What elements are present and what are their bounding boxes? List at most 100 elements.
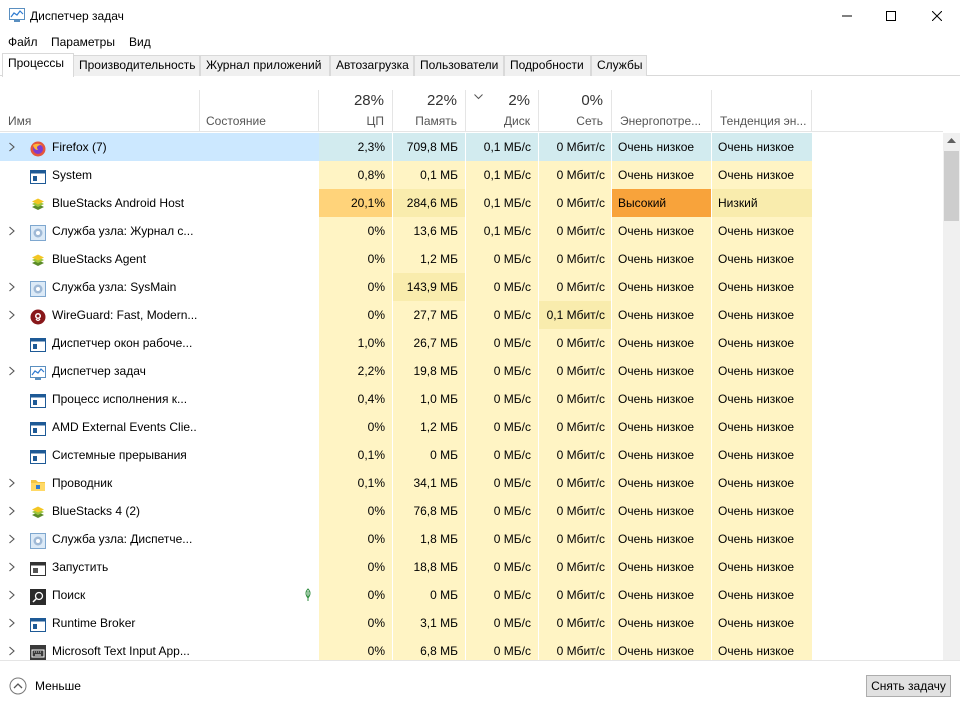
- process-row[interactable]: Процесс исполнения к... 0,4% 1,0 МБ 0 МБ/с 0…: [0, 385, 812, 413]
- process-name: WireGuard: Fast, Modern...: [52, 308, 197, 322]
- process-name-cell[interactable]: Runtime Broker: [0, 609, 200, 637]
- expand-chevron-icon[interactable]: [8, 562, 16, 572]
- disk-cell: 0 МБ/с: [466, 609, 539, 637]
- process-row[interactable]: WireGuard: Fast, Modern... 0% 27,7 МБ 0 МБ/…: [0, 301, 812, 329]
- column-header: Имя Состояние 28% ЦП 22% Память 2% Диск …: [0, 90, 943, 132]
- process-name-cell[interactable]: Процесс исполнения к...: [0, 385, 200, 413]
- col-power[interactable]: Энергопотре...: [612, 90, 712, 132]
- process-name-cell[interactable]: Запустить: [0, 553, 200, 581]
- disk-cell: 0 МБ/с: [466, 637, 539, 660]
- col-name[interactable]: Имя: [0, 90, 200, 132]
- tab-users[interactable]: Пользователи: [414, 55, 504, 76]
- process-name-cell[interactable]: Служба узла: Журнал с...: [0, 217, 200, 245]
- disk-cell: 0,1 МБ/с: [466, 217, 539, 245]
- tab-bar: Процессы Производительность Журнал прило…: [0, 52, 960, 77]
- process-row[interactable]: BlueStacks 4 (2) 0% 76,8 МБ 0 МБ/с 0 Мбит/с О…: [0, 497, 812, 525]
- scroll-up-icon[interactable]: [947, 138, 956, 144]
- process-state-cell: [200, 413, 319, 441]
- process-name-cell[interactable]: BlueStacks 4 (2): [0, 497, 200, 525]
- process-name-cell[interactable]: Microsoft Text Input App...: [0, 637, 200, 660]
- expand-chevron-icon[interactable]: [8, 366, 16, 376]
- expand-chevron-icon[interactable]: [8, 226, 16, 236]
- process-state-cell: [200, 637, 319, 660]
- expand-chevron-icon[interactable]: [8, 142, 16, 152]
- process-name-cell[interactable]: Служба узла: SysMain: [0, 273, 200, 301]
- disk-cell: 0 МБ/с: [466, 245, 539, 273]
- tab-app-history[interactable]: Журнал приложений: [200, 55, 330, 76]
- process-row[interactable]: AMD External Events Clie... 0% 1,2 МБ 0 МБ/…: [0, 413, 812, 441]
- power-trend-cell: Очень низкое: [712, 525, 812, 553]
- expand-chevron-icon[interactable]: [8, 534, 16, 544]
- network-cell: 0 Мбит/с: [539, 189, 612, 217]
- process-row[interactable]: Служба узла: Журнал с... 0% 13,6 МБ 0,1 МБ/…: [0, 217, 812, 245]
- disk-cell: 0 МБ/с: [466, 441, 539, 469]
- process-row[interactable]: Служба узла: Диспетче... 0% 1,8 МБ 0 МБ/с 0 …: [0, 525, 812, 553]
- menu-options[interactable]: Параметры: [51, 35, 115, 49]
- network-cell: 0 Мбит/с: [539, 133, 612, 161]
- process-name-cell[interactable]: Диспетчер окон рабоче...: [0, 329, 200, 357]
- disk-cell: 0,1 МБ/с: [466, 161, 539, 189]
- col-disk[interactable]: 2% Диск: [466, 90, 539, 132]
- window-icon: [30, 167, 46, 184]
- end-task-button[interactable]: Снять задачу: [866, 675, 951, 697]
- process-row[interactable]: Поиск 0% 0 МБ 0 МБ/с 0 Мбит/с Очень низкое Оче…: [0, 581, 812, 609]
- tab-details[interactable]: Подробности: [504, 55, 591, 76]
- col-memory[interactable]: 22% Память: [393, 90, 466, 132]
- process-name-cell[interactable]: BlueStacks Agent: [0, 245, 200, 273]
- disk-cell: 0 МБ/с: [466, 273, 539, 301]
- process-name-cell[interactable]: System: [0, 161, 200, 189]
- close-button[interactable]: [914, 0, 960, 31]
- process-name-cell[interactable]: AMD External Events Clie...: [0, 413, 200, 441]
- process-row[interactable]: Firefox (7) 2,3% 709,8 МБ 0,1 МБ/с 0 Мбит/с О…: [0, 133, 812, 161]
- maximize-button[interactable]: [868, 0, 914, 31]
- minimize-button[interactable]: [824, 0, 870, 31]
- process-name-cell[interactable]: Проводник: [0, 469, 200, 497]
- process-state-cell: [200, 525, 319, 553]
- process-row[interactable]: Runtime Broker 0% 3,1 МБ 0 МБ/с 0 Мбит/с Очен…: [0, 609, 812, 637]
- close-icon: [932, 10, 942, 21]
- process-row[interactable]: Служба узла: SysMain 0% 143,9 МБ 0 МБ/с 0 Мб…: [0, 273, 812, 301]
- process-row[interactable]: BlueStacks Agent 0% 1,2 МБ 0 МБ/с 0 Мбит/с Оч…: [0, 245, 812, 273]
- process-row[interactable]: System 0,8% 0,1 МБ 0,1 МБ/с 0 Мбит/с Очень ни…: [0, 161, 812, 189]
- process-list: Firefox (7) 2,3% 709,8 МБ 0,1 МБ/с 0 Мбит/с О…: [0, 133, 943, 660]
- process-row[interactable]: Системные прерывания 0,1% 0 МБ 0 МБ/с 0 Мбит…: [0, 441, 812, 469]
- menu-view[interactable]: Вид: [129, 35, 151, 49]
- bluestacks-icon: [30, 195, 46, 211]
- fewer-details-button[interactable]: Меньше: [9, 677, 81, 695]
- process-row[interactable]: Проводник 0,1% 34,1 МБ 0 МБ/с 0 Мбит/с Очень …: [0, 469, 812, 497]
- col-power-trend[interactable]: Тенденция эн...: [712, 90, 812, 132]
- process-row[interactable]: Microsoft Text Input App... 0% 6,8 МБ 0 МБ/…: [0, 637, 812, 660]
- process-row[interactable]: Диспетчер окон рабоче... 1,0% 26,7 МБ 0 МБ/…: [0, 329, 812, 357]
- menu-file[interactable]: Файл: [8, 35, 38, 49]
- power-trend-cell: Очень низкое: [712, 301, 812, 329]
- process-row[interactable]: Диспетчер задач 2,2% 19,8 МБ 0 МБ/с 0 Мбит/с…: [0, 357, 812, 385]
- process-name-cell[interactable]: Системные прерывания: [0, 441, 200, 469]
- expand-chevron-icon[interactable]: [8, 646, 16, 656]
- tab-startup[interactable]: Автозагрузка: [330, 55, 414, 76]
- process-row[interactable]: Запустить 0% 18,8 МБ 0 МБ/с 0 Мбит/с Очень ни…: [0, 553, 812, 581]
- expand-chevron-icon[interactable]: [8, 478, 16, 488]
- vertical-scrollbar[interactable]: [943, 133, 960, 660]
- tab-services[interactable]: Службы: [591, 55, 647, 76]
- process-name-cell[interactable]: Поиск: [0, 581, 200, 609]
- process-name-cell[interactable]: WireGuard: Fast, Modern...: [0, 301, 200, 329]
- expand-chevron-icon[interactable]: [8, 282, 16, 292]
- process-name-cell[interactable]: Диспетчер задач: [0, 357, 200, 385]
- expand-chevron-icon[interactable]: [8, 618, 16, 628]
- expand-chevron-icon[interactable]: [8, 506, 16, 516]
- process-name-cell[interactable]: BlueStacks Android Host: [0, 189, 200, 217]
- process-state-cell: [200, 357, 319, 385]
- process-name-cell[interactable]: Служба узла: Диспетче...: [0, 525, 200, 553]
- col-network[interactable]: 0% Сеть: [539, 90, 612, 132]
- scroll-thumb[interactable]: [944, 151, 959, 221]
- process-row[interactable]: BlueStacks Android Host 20,1% 284,6 МБ 0,1 …: [0, 189, 812, 217]
- keyboard-icon: [30, 643, 46, 660]
- process-name-cell[interactable]: Firefox (7): [0, 133, 200, 161]
- tab-processes[interactable]: Процессы: [2, 53, 74, 77]
- memory-cell: 0 МБ: [393, 441, 466, 469]
- col-state[interactable]: Состояние: [200, 90, 319, 132]
- expand-chevron-icon[interactable]: [8, 310, 16, 320]
- expand-chevron-icon[interactable]: [8, 590, 16, 600]
- col-cpu[interactable]: 28% ЦП: [319, 90, 393, 132]
- tab-performance[interactable]: Производительность: [73, 55, 200, 76]
